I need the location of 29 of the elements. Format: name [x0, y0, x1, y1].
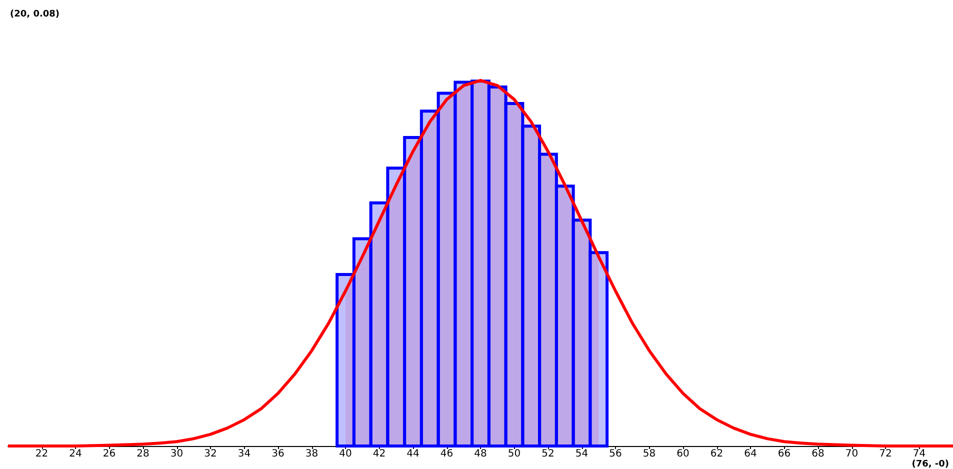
x-tick-label: 70 — [845, 448, 858, 460]
x-tick-label: 62 — [710, 448, 724, 460]
x-tick-label: 52 — [542, 448, 554, 460]
x-tick-label: 54 — [575, 448, 588, 460]
x-tick-label: 72 — [879, 448, 892, 460]
text: (76, -0) — [912, 460, 950, 469]
x-tick-label: 32 — [204, 448, 217, 460]
x-tick-label: 40 — [339, 448, 352, 460]
x-tick-label: 38 — [305, 448, 318, 460]
x-tick-label: 24 — [69, 448, 82, 460]
x-tick-label: 46 — [440, 448, 454, 460]
x-tick-label: 26 — [102, 448, 116, 460]
text: (20, 0.08) — [10, 10, 60, 20]
x-tick-label: 66 — [778, 448, 791, 460]
x-tick-label: 22 — [35, 448, 48, 460]
x-tick-label: 64 — [744, 448, 757, 460]
x-tick-label: 30 — [170, 448, 184, 460]
x-tick-label: 28 — [136, 448, 150, 460]
x-tick-label: 44 — [406, 448, 420, 460]
x-tick-label: 74 — [912, 448, 926, 460]
x-tick-label: 56 — [609, 448, 622, 460]
x-tick-label: 58 — [642, 448, 656, 460]
x-tick-label: 36 — [272, 448, 284, 460]
x-tick-label: 68 — [812, 448, 824, 460]
x-tick-label: 34 — [238, 448, 251, 460]
x-tick-label: 50 — [508, 448, 521, 460]
x-tick-label: 48 — [474, 448, 487, 460]
x-tick-label: 42 — [372, 448, 386, 460]
x-tick-label: 60 — [676, 448, 690, 460]
